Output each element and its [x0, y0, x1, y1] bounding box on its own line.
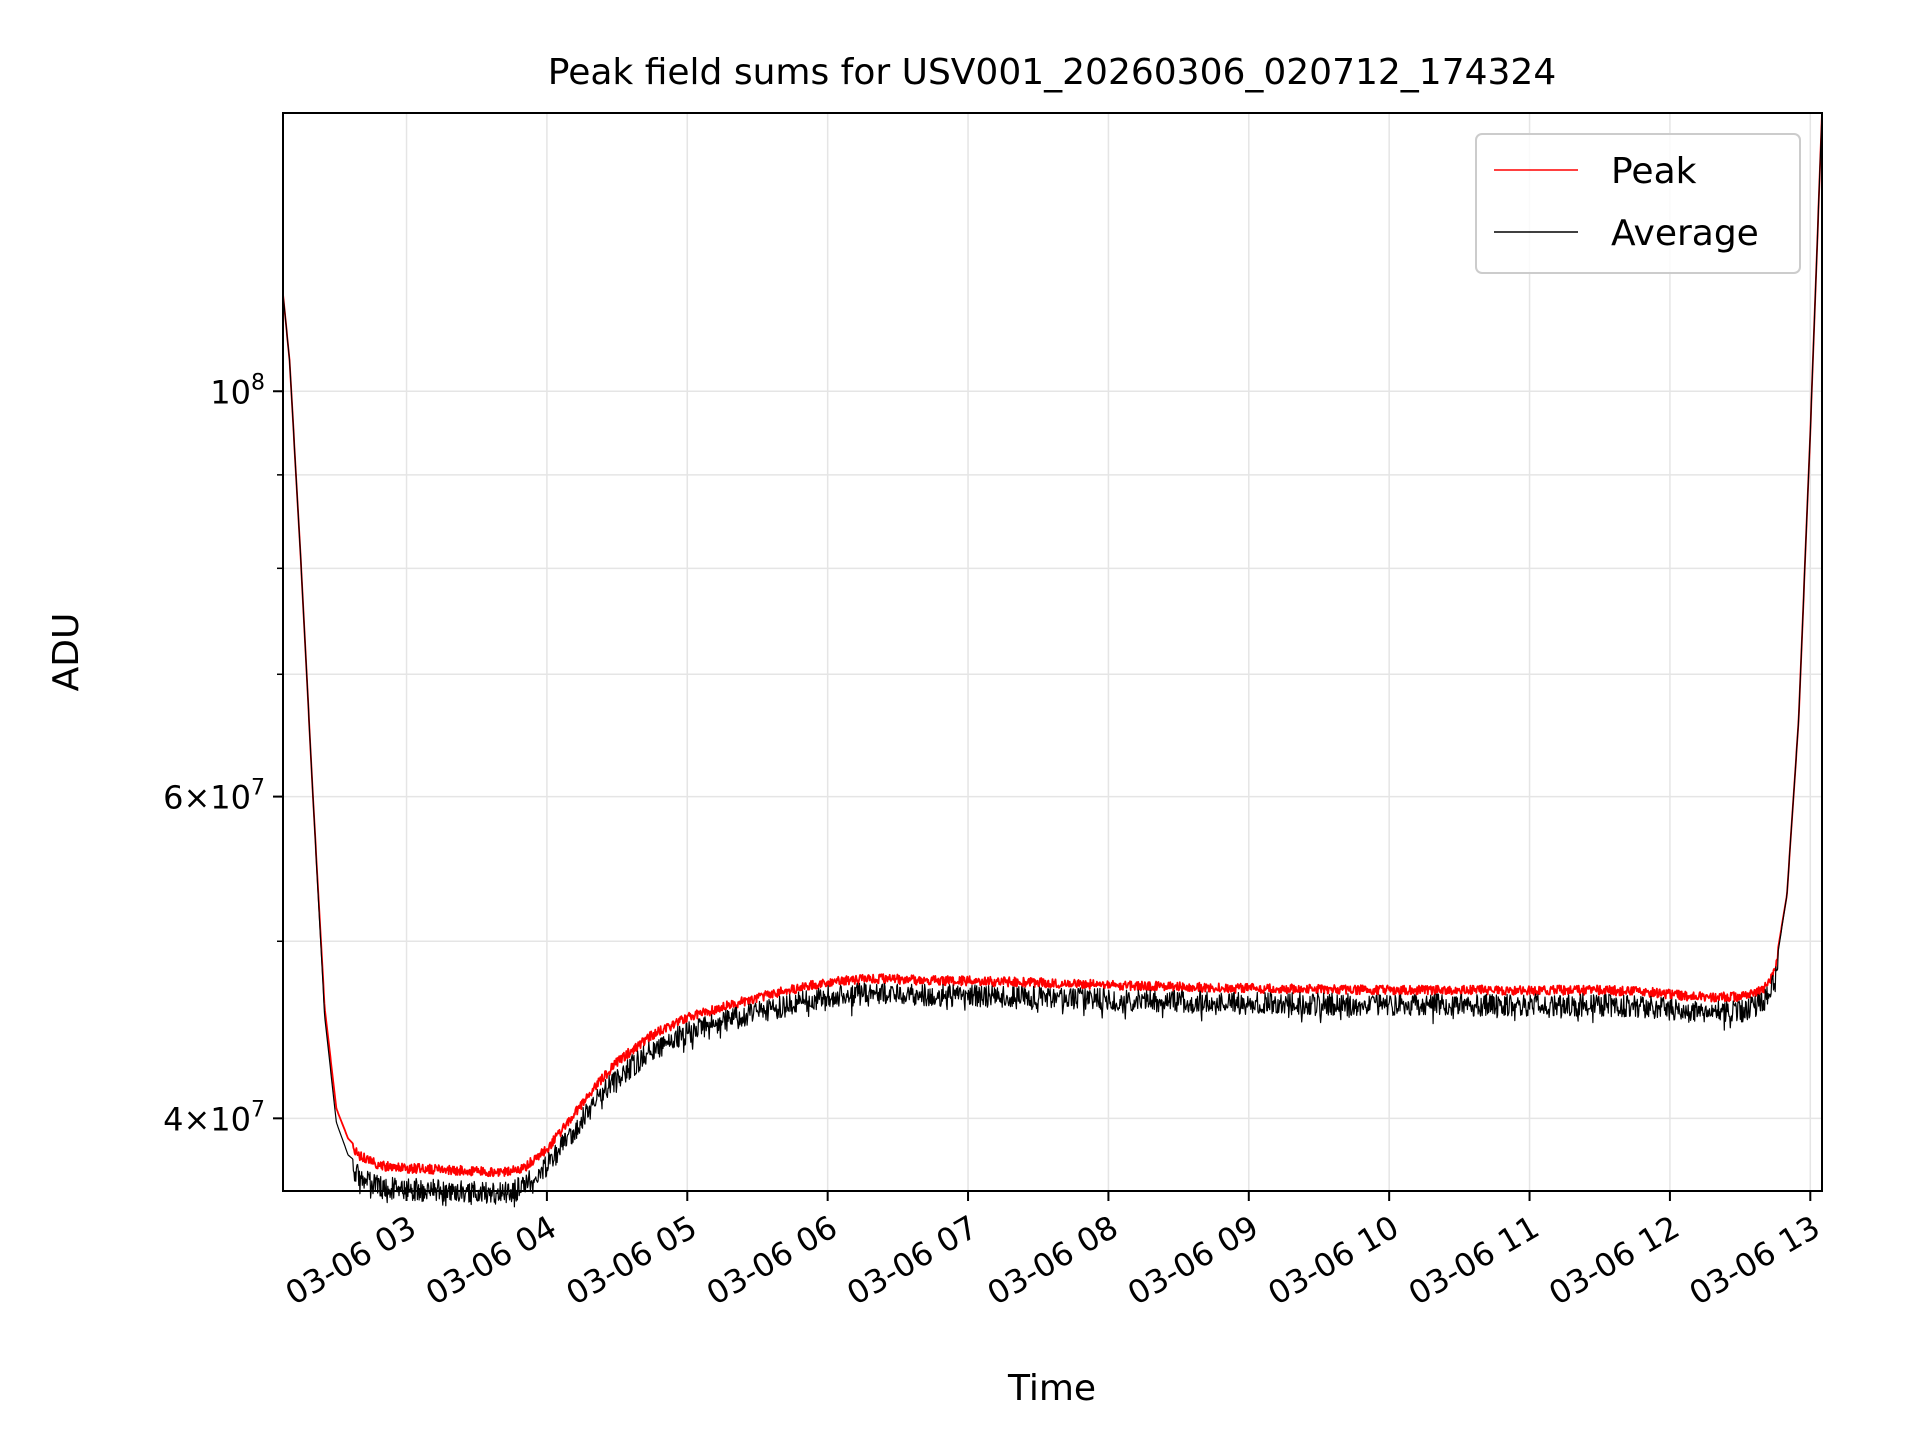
series-line-average — [282, 112, 1823, 1208]
y-tick-base: 10 — [210, 373, 251, 411]
plot-frame — [282, 112, 1823, 1192]
chart-title: Peak field sums for USV001_20260306_0207… — [548, 52, 1556, 93]
grid-lines — [283, 113, 1822, 1191]
y-tick-label: 108 — [210, 370, 265, 411]
y-tick-exponent: 7 — [251, 1097, 265, 1122]
legend: Peak Average — [1475, 133, 1801, 274]
y-tick-base: 6×10 — [163, 779, 251, 817]
series-line-peak — [282, 112, 1823, 1178]
y-tick-exponent: 8 — [251, 370, 265, 395]
y-tick-exponent: 7 — [251, 776, 265, 801]
y-tick-base: 4×10 — [163, 1100, 251, 1138]
legend-peak-label: Peak — [1611, 151, 1697, 192]
legend-average-label: Average — [1611, 213, 1759, 254]
y-tick-label: 4×107 — [163, 1097, 265, 1138]
legend-box — [1475, 133, 1801, 274]
x-axis-label: Time — [1007, 1368, 1096, 1409]
series-lines — [282, 112, 1823, 1208]
y-axis-label: ADU — [46, 613, 87, 692]
y-tick-label: 6×107 — [163, 776, 265, 817]
